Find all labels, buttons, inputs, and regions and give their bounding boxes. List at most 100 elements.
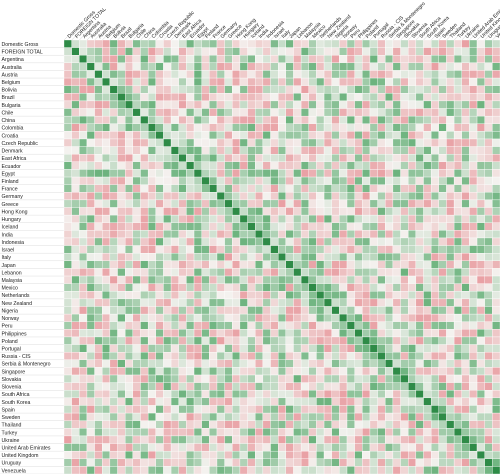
heatmap-cell [415, 161, 424, 170]
heatmap-cell [71, 298, 80, 307]
heatmap-cell [262, 283, 271, 292]
heatmap-cell [201, 466, 210, 474]
heatmap-cell [102, 352, 111, 360]
heatmap-cell [270, 207, 279, 216]
heatmap-cell [438, 115, 447, 124]
heatmap-cell [453, 405, 462, 414]
heatmap-cell [170, 176, 179, 185]
heatmap-cell [430, 428, 439, 437]
heatmap-cell [423, 115, 432, 124]
heatmap-cell [293, 382, 302, 391]
heatmap-cell [278, 199, 287, 208]
heatmap-cell [102, 435, 111, 444]
heatmap-cell [331, 306, 340, 315]
heatmap-cell [369, 161, 378, 170]
heatmap-cell [262, 146, 271, 155]
heatmap-cell [63, 169, 72, 178]
heatmap-cell [346, 138, 355, 147]
heatmap-cell [163, 435, 172, 444]
heatmap-cell [255, 176, 264, 185]
heatmap-cell [285, 405, 294, 414]
heatmap-cell [408, 176, 417, 185]
heatmap-cell [362, 62, 371, 71]
heatmap-cell [186, 222, 195, 231]
heatmap-cell [285, 115, 294, 124]
heatmap-cell [86, 123, 95, 132]
heatmap-cell [492, 359, 500, 368]
heatmap-cell [262, 47, 271, 56]
heatmap-cell [109, 131, 118, 140]
heatmap-cell [316, 390, 325, 399]
heatmap-cell [331, 62, 340, 71]
heatmap-cell [354, 321, 363, 330]
heatmap-cell [109, 169, 118, 178]
heatmap-cell [163, 237, 172, 246]
heatmap-cell [102, 428, 111, 437]
heatmap-cell [147, 131, 156, 140]
heatmap-cell [147, 260, 156, 269]
heatmap-cell [385, 169, 394, 178]
heatmap-cell [201, 344, 210, 353]
heatmap-cell [94, 123, 103, 132]
heatmap-cell [308, 62, 317, 71]
heatmap-cell [492, 154, 500, 162]
heatmap-cell [147, 123, 156, 132]
heatmap-cell [147, 275, 156, 284]
heatmap-cell [224, 115, 233, 124]
heatmap-cell [201, 367, 210, 376]
heatmap-cell [170, 428, 179, 437]
heatmap-cell [385, 367, 394, 376]
heatmap-cell [278, 329, 287, 338]
heatmap-cell [423, 161, 432, 170]
heatmap-cell [140, 39, 149, 48]
heatmap-cell [155, 291, 164, 300]
heatmap-cell [239, 108, 248, 117]
heatmap-cell [484, 131, 493, 140]
heatmap-cell [285, 443, 294, 452]
heatmap-cell [369, 313, 378, 322]
heatmap-cell [140, 138, 149, 147]
heatmap-cell [255, 313, 264, 322]
heatmap-cell [461, 70, 470, 79]
heatmap-cell [232, 275, 241, 284]
heatmap-cell [278, 260, 287, 269]
heatmap-cell [339, 405, 348, 414]
heatmap-cell [170, 283, 179, 292]
heatmap-cell [438, 131, 447, 140]
heatmap-cell [446, 390, 455, 399]
heatmap-cell [155, 412, 164, 421]
heatmap-cell [300, 108, 309, 117]
heatmap-cell [377, 47, 386, 56]
heatmap-cell [476, 359, 485, 368]
row-label: China [2, 118, 16, 124]
heatmap-cell [125, 450, 134, 459]
heatmap-cell [186, 450, 195, 459]
heatmap-cell [117, 412, 126, 421]
heatmap-cell [94, 222, 103, 231]
heatmap-cell [377, 146, 386, 155]
heatmap-cell [461, 443, 470, 452]
heatmap-cell [239, 390, 248, 399]
heatmap-cell [385, 214, 394, 223]
heatmap-cell [323, 169, 332, 178]
column-header-divider [270, 33, 277, 41]
heatmap-cell [109, 39, 118, 48]
heatmap-cell [109, 390, 118, 399]
heatmap-cell [201, 428, 210, 437]
heatmap-cell [308, 230, 317, 239]
heatmap-cell [293, 291, 302, 300]
heatmap-cell [308, 458, 317, 467]
heatmap-cell [346, 321, 355, 330]
heatmap-cell [155, 283, 164, 292]
heatmap-cell [94, 55, 103, 64]
heatmap-cell [369, 344, 378, 353]
heatmap-cell [316, 237, 325, 246]
heatmap-cell [224, 313, 233, 322]
heatmap-cell [346, 230, 355, 239]
heatmap-cell [461, 237, 470, 246]
heatmap-cell [323, 237, 332, 246]
heatmap-cell [476, 62, 485, 71]
heatmap-cell [369, 329, 378, 338]
heatmap-cell [354, 161, 363, 170]
heatmap-cell [430, 70, 439, 79]
